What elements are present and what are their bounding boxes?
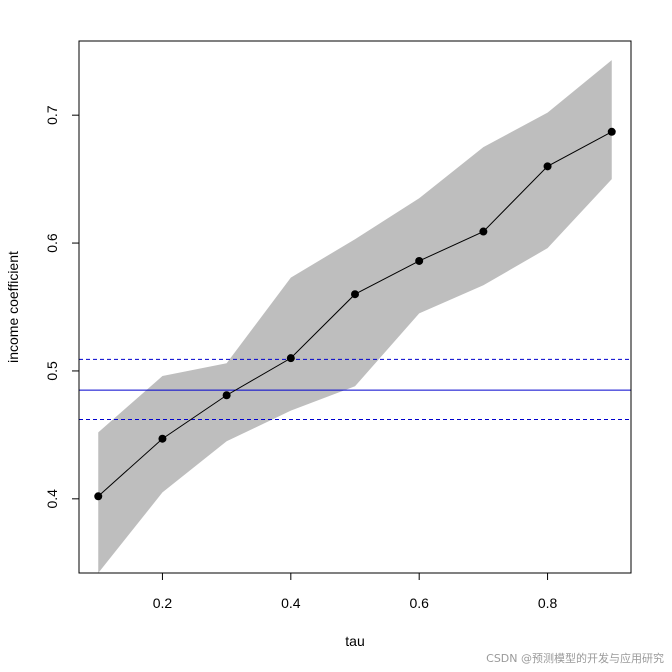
data-point: [351, 290, 359, 299]
data-point: [158, 434, 167, 443]
x-axis-title: tau: [345, 633, 364, 649]
data-point: [607, 127, 616, 136]
data-point: [286, 354, 295, 363]
y-axis-title: income coefficient: [5, 251, 21, 363]
x-tick-label: 0.6: [409, 595, 429, 611]
y-axis: 0.4 0.5 0.6 0.7: [44, 105, 80, 509]
coefficient-points: [94, 127, 616, 501]
watermark: CSDN @预测模型的开发与应用研究: [486, 652, 664, 665]
data-point: [222, 391, 231, 400]
confidence-band: [98, 60, 612, 574]
data-point: [94, 492, 103, 501]
x-tick-label: 0.8: [538, 595, 558, 611]
data-point: [479, 227, 488, 236]
x-tick-label: 0.2: [153, 595, 173, 611]
y-tick-label: 0.4: [44, 489, 60, 509]
data-point: [415, 256, 424, 265]
y-tick-label: 0.7: [44, 105, 60, 125]
y-tick-label: 0.6: [44, 233, 60, 253]
x-tick-label: 0.4: [281, 595, 301, 611]
y-tick-label: 0.5: [44, 361, 60, 381]
data-point: [543, 162, 552, 171]
x-axis: 0.2 0.4 0.6 0.8: [153, 572, 558, 611]
